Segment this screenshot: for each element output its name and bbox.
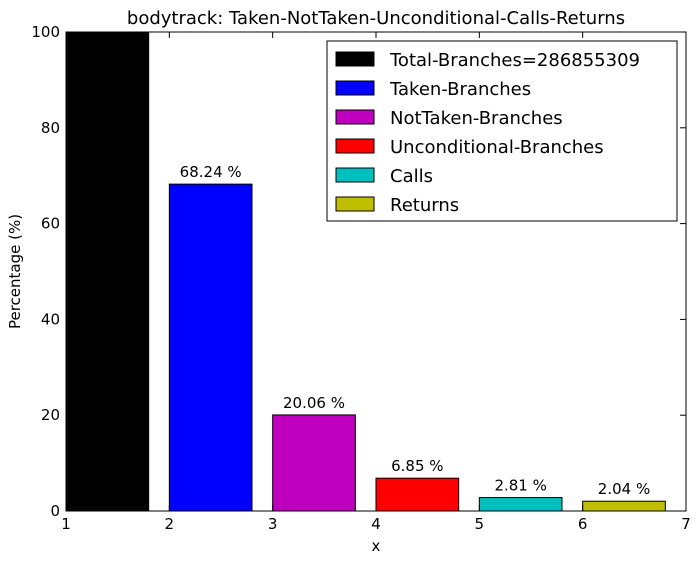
y-tick-labels: 0 20 40 60 80 100	[31, 23, 60, 520]
y-axis-label: Percentage (%)	[6, 214, 24, 329]
y-tick-label: 100	[31, 23, 60, 41]
x-tick-label: 3	[268, 515, 278, 533]
legend-swatch-3	[335, 109, 375, 125]
bar-1	[65, 31, 150, 512]
legend-entry-5: Calls	[390, 166, 433, 187]
bar-label-3: 20.06 %	[283, 394, 345, 412]
legend-entry-3: NotTaken-Branches	[390, 108, 563, 129]
bar-label-2: 68.24 %	[180, 163, 242, 181]
x-tick-label: 4	[371, 515, 381, 533]
bar-3	[272, 414, 356, 512]
x-tick-label: 2	[165, 515, 175, 533]
legend-swatch-5	[335, 167, 375, 183]
bar-6	[582, 500, 666, 512]
legend-entry-1: Total-Branches=286855309	[389, 50, 640, 71]
legend-swatch-6	[335, 196, 375, 212]
x-tick-label: 7	[681, 515, 691, 533]
bar-label-4: 6.85 %	[391, 457, 443, 475]
legend-box	[326, 40, 678, 222]
x-axis-label: x	[372, 537, 381, 555]
bar-4	[375, 477, 460, 512]
bar-data-labels: 68.24 % 20.06 % 6.85 % 2.81 % 2.04 %	[180, 163, 651, 498]
legend: Total-Branches=286855309 Taken-Branches No…	[326, 40, 678, 222]
y-tick-label: 60	[41, 215, 60, 233]
bar-label-5: 2.81 %	[494, 477, 546, 495]
x-tick-label: 5	[475, 515, 485, 533]
bar-label-6: 2.04 %	[598, 480, 650, 498]
y-tick-label: 40	[41, 310, 60, 328]
bar-5	[478, 497, 563, 512]
legend-entry-4: Unconditional-Branches	[390, 137, 604, 158]
y-tick-label: 20	[41, 406, 60, 424]
axis-ticks	[65, 31, 687, 512]
x-tick-label: 1	[61, 515, 71, 533]
y-tick-label: 80	[41, 119, 60, 137]
legend-swatch-2	[335, 80, 375, 96]
chart-title: bodytrack: Taken-NotTaken-Unconditional-…	[127, 8, 625, 29]
y-tick-label: 0	[50, 502, 60, 520]
legend-entry-6: Returns	[390, 195, 459, 216]
bar-2	[168, 183, 253, 512]
legend-entry-2: Taken-Branches	[389, 79, 531, 100]
bars	[65, 31, 666, 512]
x-tick-labels: 1 2 3 4 5 6 7	[61, 515, 691, 533]
x-tick-label: 6	[578, 515, 588, 533]
legend-swatch-4	[335, 138, 375, 154]
legend-swatch-1	[335, 51, 375, 67]
